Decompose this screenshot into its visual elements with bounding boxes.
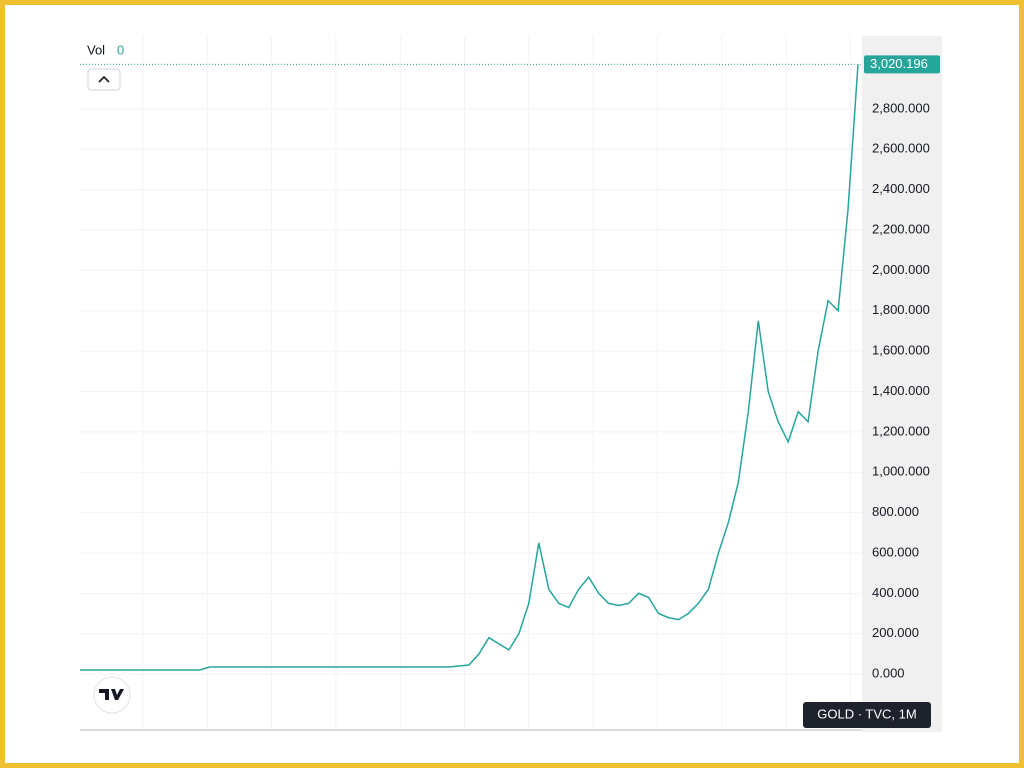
y-tick-label: 1,200.000 bbox=[872, 423, 930, 438]
y-tick-label: 2,200.000 bbox=[872, 221, 930, 236]
vol-label: Vol bbox=[87, 42, 105, 57]
y-tick-label: 2,600.000 bbox=[872, 141, 930, 156]
y-tick-label: 400.000 bbox=[872, 585, 919, 600]
collapse-button[interactable] bbox=[87, 68, 121, 91]
plot bbox=[80, 63, 862, 671]
y-tick-label: 600.000 bbox=[872, 544, 919, 559]
symbol-text: GOLD · TVC, 1M bbox=[817, 706, 916, 721]
last-price-label: 3,020.196 bbox=[870, 56, 928, 71]
y-tick-label: 200.000 bbox=[872, 625, 919, 640]
chevron-icon[interactable] bbox=[98, 75, 110, 83]
vol-value: 0 bbox=[117, 42, 124, 57]
symbol-badge bbox=[803, 702, 931, 728]
last-price-badge bbox=[864, 55, 940, 74]
price-line bbox=[80, 64, 859, 671]
tv-logo[interactable] bbox=[93, 676, 131, 714]
y-tick-label: 2,400.000 bbox=[872, 181, 930, 196]
y-tick-label: 2,800.000 bbox=[872, 100, 930, 115]
y-tick-label: 0.000 bbox=[872, 666, 905, 681]
y-tick-label: 1,400.000 bbox=[872, 383, 930, 398]
y-tick-label: 2,000.000 bbox=[872, 262, 930, 277]
y-tick-label: 1,000.000 bbox=[872, 464, 930, 479]
logo-mark[interactable] bbox=[99, 689, 124, 700]
y-tick-label: 1,800.000 bbox=[872, 302, 930, 317]
button-box[interactable] bbox=[87, 68, 121, 91]
price-axis-bg bbox=[862, 36, 942, 732]
grid bbox=[80, 36, 862, 730]
y-tick-label: 1,600.000 bbox=[872, 343, 930, 358]
logo-circle[interactable] bbox=[93, 676, 131, 714]
y-tick-label: 800.000 bbox=[872, 504, 919, 519]
